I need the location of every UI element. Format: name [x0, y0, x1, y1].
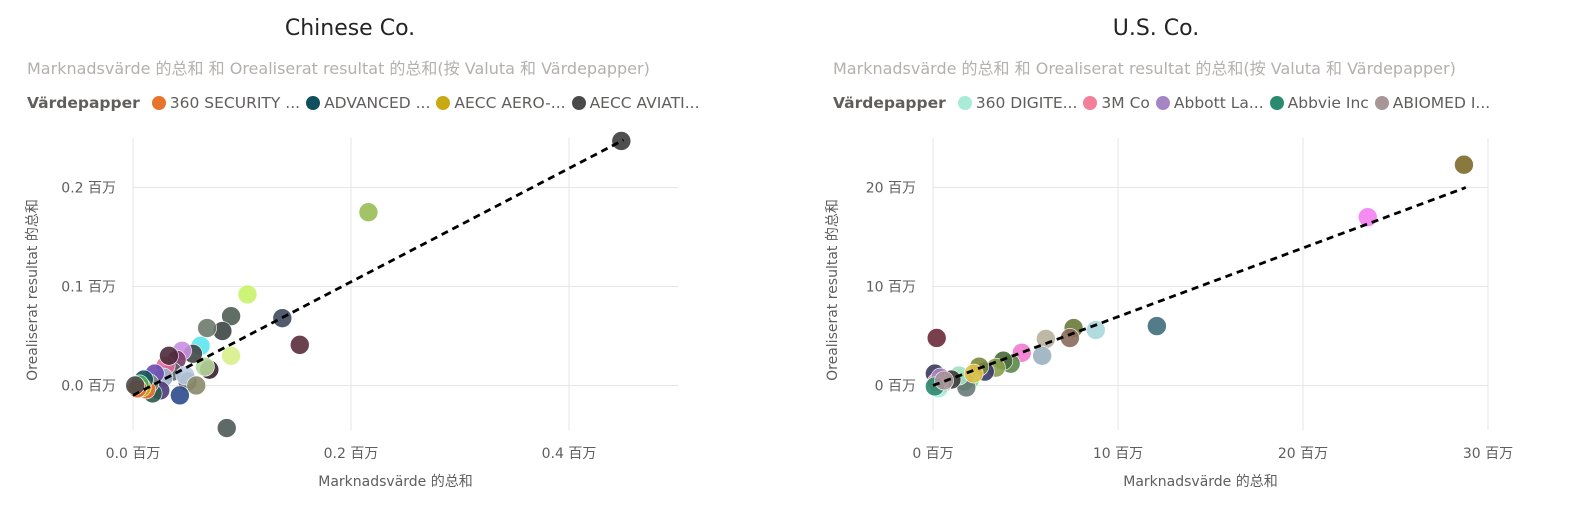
data-point: [1147, 316, 1167, 336]
legend-item[interactable]: Abbvie Inc: [1269, 94, 1369, 112]
legend-item-label: ABIOMED I...: [1392, 94, 1491, 112]
data-point: [1454, 154, 1474, 175]
y-tick-label: 0 百万: [875, 378, 916, 394]
legend-item[interactable]: ADVANCED ...: [306, 94, 430, 112]
legend: Värdepapper 360 DIGITE... 3M Co Abbott L…: [833, 94, 1496, 112]
data-point: [170, 385, 190, 406]
legend-item[interactable]: AECC AERO-...: [436, 94, 566, 112]
y-tick-label: 20 百万: [866, 180, 916, 196]
legend-item-label: 360 SECURITY ...: [169, 94, 301, 112]
data-point: [926, 328, 947, 348]
legend-title: Värdepapper: [27, 94, 140, 112]
legend-dot: [1374, 96, 1389, 110]
x-tick-label: 0.0 百万: [106, 446, 161, 462]
legend-item[interactable]: 3M Co: [1083, 94, 1150, 112]
data-point: [1357, 207, 1378, 227]
chart-panel-us: U.S. Co. Marknadsvärde 的总和 和 Orealiserat…: [806, 0, 1572, 520]
chart-subtitle: Marknadsvärde 的总和 和 Orealiserat resultat…: [27, 59, 650, 78]
legend-item-label: AECC AERO-...: [454, 94, 566, 112]
trend-line: [932, 186, 1467, 387]
x-tick-label: 30 百万: [1463, 446, 1513, 462]
legend-dot: [436, 96, 451, 110]
x-tick-label: 0 百万: [912, 446, 953, 462]
legend-item[interactable]: ABIOMED I...: [1374, 94, 1491, 112]
y-axis-label: Orealiserat resultat 的总和: [825, 199, 841, 381]
legend-item-label: 3M Co: [1101, 94, 1150, 112]
data-point: [197, 318, 217, 338]
legend-item[interactable]: AECC AVIATI...: [571, 94, 700, 112]
scatter-plot: 0.0 百万 0.2 百万 0.4 百万 0.0 百万 0.1 百万 0.2 百万 Mark…: [25, 131, 678, 490]
x-axis-label: Marknadsvärde 的总和: [318, 474, 472, 490]
data-point: [611, 131, 632, 151]
data-point: [125, 375, 145, 396]
legend-item-label: 360 DIGITE...: [975, 94, 1078, 112]
data-point: [159, 345, 179, 366]
legend-item-label: Abbott La...: [1173, 94, 1264, 112]
x-tick-label: 20 百万: [1278, 446, 1328, 462]
legend-dot: [571, 96, 586, 110]
data-point: [289, 335, 310, 355]
legend-dot: [151, 96, 166, 110]
data-point: [237, 284, 258, 305]
legend-item[interactable]: 360 SECURITY ...: [151, 94, 301, 112]
legend-item-label: AECC AVIATI...: [589, 94, 700, 112]
data-point: [221, 306, 241, 326]
chart-title: Chinese Co.: [284, 16, 416, 41]
legend-dot: [1269, 96, 1284, 110]
x-tick-label: 0.2 百万: [324, 446, 379, 462]
chart-subtitle: Marknadsvärde 的总和 和 Orealiserat resultat…: [833, 59, 1456, 78]
trend-line: [132, 138, 625, 397]
y-tick-label: 10 百万: [866, 279, 916, 295]
legend-item[interactable]: 360 DIGITE...: [957, 94, 1078, 112]
y-axis-label: Orealiserat resultat 的总和: [25, 199, 41, 381]
y-tick-label: 0.0 百万: [61, 378, 116, 394]
data-point: [216, 418, 237, 438]
legend-dot: [1155, 96, 1170, 110]
legend: Värdepapper 360 SECURITY ... ADVANCED ..…: [27, 94, 706, 112]
legend-item-label: ADVANCED ...: [324, 94, 431, 112]
data-point: [1032, 345, 1052, 366]
y-tick-label: 0.1 百万: [61, 279, 116, 295]
x-axis-label: Marknadsvärde 的总和: [1123, 474, 1277, 490]
legend-item[interactable]: Abbott La...: [1155, 94, 1264, 112]
legend-dot: [957, 96, 972, 110]
legend-item-label: Abbvie Inc: [1287, 94, 1369, 112]
data-point: [358, 202, 379, 223]
x-tick-label: 0.4 百万: [542, 446, 597, 462]
data-point: [221, 345, 241, 366]
x-tick-label: 10 百万: [1093, 446, 1143, 462]
chart-panel-chinese: Chinese Co. Marknadsvärde 的总和 和 Orealise…: [25, 16, 706, 490]
legend-title: Värdepapper: [833, 94, 946, 112]
legend-dot: [306, 96, 321, 110]
legend-dot: [1083, 96, 1098, 110]
chart-title: U.S. Co.: [1112, 16, 1200, 41]
y-tick-label: 0.2 百万: [61, 180, 116, 196]
data-point: [186, 375, 207, 396]
